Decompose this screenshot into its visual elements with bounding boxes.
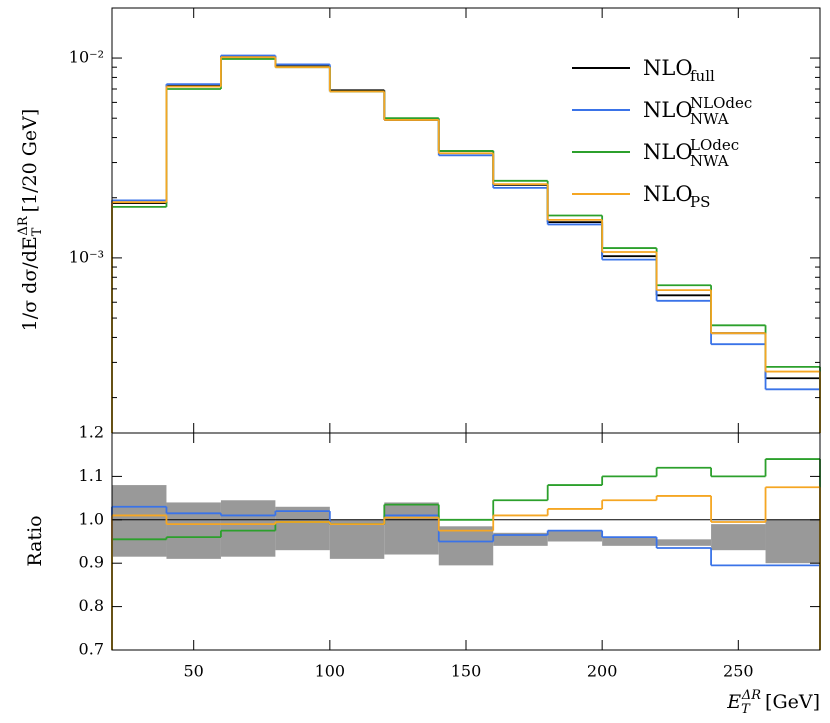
uncertainty-band: [602, 537, 657, 546]
legend-label: NLO: [643, 182, 693, 206]
y-tick-label: 1.1: [79, 466, 104, 485]
y-tick-label: 10⁻²: [69, 48, 104, 67]
x-label-sub: T: [741, 702, 751, 717]
y-tick-label: 0.7: [79, 640, 104, 659]
y-label-main: 1/σ dσ/dE: [19, 236, 41, 331]
y-tick-label: 10⁻³: [69, 247, 104, 266]
uncertainty-band: [329, 519, 385, 559]
y-tick-label: 0.8: [79, 596, 104, 615]
y-tick-label: 1.2: [79, 423, 104, 442]
uncertainty-band: [438, 526, 494, 566]
x-label-main: E: [726, 691, 741, 713]
uncertainty-band: [547, 530, 603, 542]
legend-sup: NLOdec: [690, 94, 752, 112]
legend-sub: full: [690, 67, 715, 85]
uncertainty-band: [656, 539, 712, 546]
uncertainty-band: [112, 485, 167, 557]
legend-label: NLO: [643, 140, 693, 164]
legend-sub: NWA: [690, 110, 729, 128]
uncertainty-band: [711, 524, 766, 551]
x-tick-label: 250: [723, 662, 754, 681]
legend-sup: LOdec: [690, 136, 739, 154]
x-tick-label: 100: [315, 662, 346, 681]
y-tick-label: 0.9: [79, 553, 104, 572]
ratio-label: Ratio: [24, 515, 46, 566]
y-axis-label: 1/σ dσ/dETΔR[1/20 GeV]: [16, 109, 45, 332]
x-tick-label: 150: [451, 662, 482, 681]
uncertainty-band: [384, 502, 439, 555]
x-tick-label: 50: [184, 662, 204, 681]
uncertainty-band: [166, 502, 221, 559]
uncertainty-band: [493, 532, 548, 546]
y-label-sub: T: [30, 227, 45, 236]
legend-label: NLO: [643, 98, 693, 122]
uncertainty-band: [220, 500, 276, 557]
x-axis-label: ETΔR [GeV]: [726, 688, 820, 717]
y-label-sup: ΔR: [16, 215, 31, 235]
y-label-unit: [1/20 GeV]: [19, 109, 41, 213]
legend-label: NLO: [643, 56, 693, 80]
x-tick-label: 200: [587, 662, 618, 681]
legend-sub: PS: [690, 193, 710, 211]
legend-sub: NWA: [690, 152, 729, 170]
x-label-sup: ΔR: [741, 688, 761, 703]
uncertainty-band: [275, 506, 330, 551]
y-tick-label: 1.0: [79, 509, 104, 528]
x-label-unit: [GeV]: [765, 691, 820, 713]
uncertainty-band: [765, 519, 820, 564]
